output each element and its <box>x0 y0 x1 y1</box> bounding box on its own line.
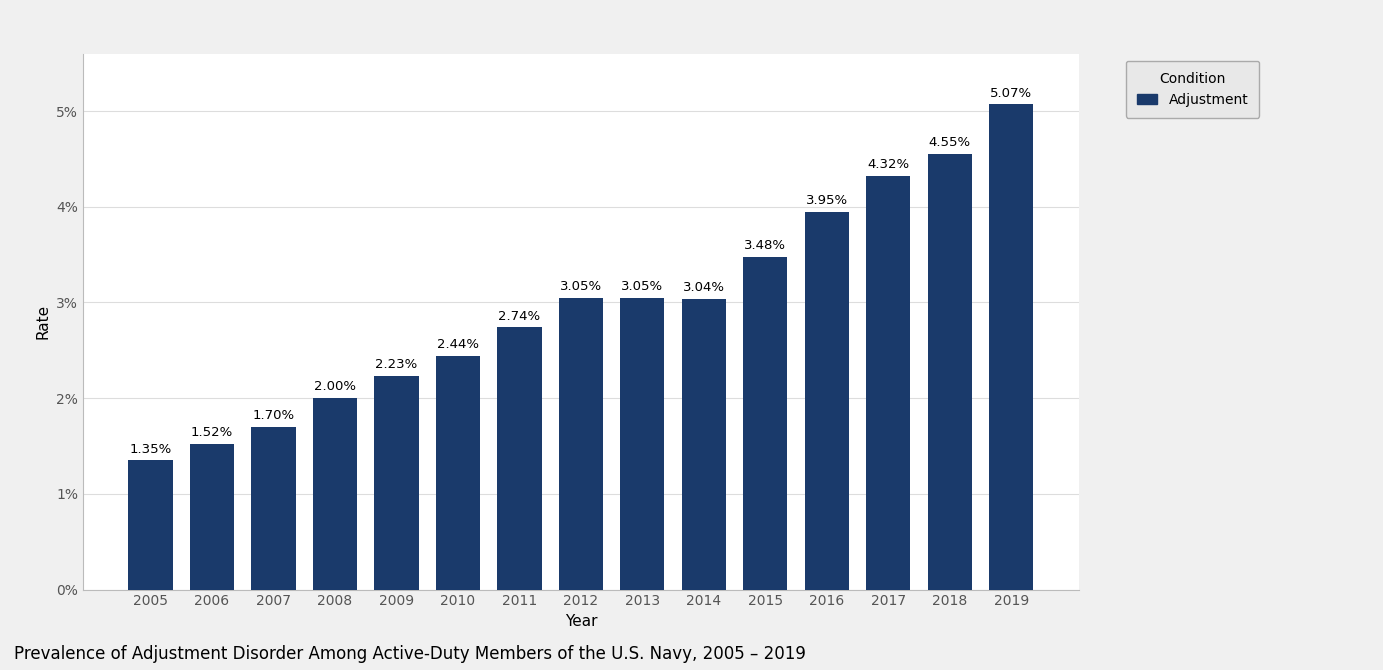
X-axis label: Year: Year <box>564 614 597 629</box>
Bar <box>989 105 1033 590</box>
Bar <box>682 299 726 590</box>
Bar <box>928 154 972 590</box>
Text: 2.23%: 2.23% <box>375 358 418 371</box>
Bar <box>313 398 357 590</box>
Bar <box>129 460 173 590</box>
Bar <box>866 176 910 590</box>
Y-axis label: Rate: Rate <box>36 304 51 339</box>
Bar <box>436 356 480 590</box>
Text: 3.95%: 3.95% <box>806 194 848 207</box>
Text: 4.32%: 4.32% <box>867 158 910 172</box>
Text: 4.55%: 4.55% <box>929 136 971 149</box>
Text: 2.44%: 2.44% <box>437 338 479 351</box>
Text: 2.00%: 2.00% <box>314 381 355 393</box>
Text: 1.52%: 1.52% <box>191 426 232 440</box>
Legend: Adjustment: Adjustment <box>1126 60 1260 118</box>
Bar <box>498 328 542 590</box>
Text: 3.05%: 3.05% <box>621 280 664 293</box>
Text: Prevalence of Adjustment Disorder Among Active-Duty Members of the U.S. Navy, 20: Prevalence of Adjustment Disorder Among … <box>14 645 806 663</box>
Bar <box>252 427 296 590</box>
Text: 1.70%: 1.70% <box>252 409 295 422</box>
Bar <box>189 444 234 590</box>
Bar <box>620 297 664 590</box>
Bar <box>559 297 603 590</box>
Text: 5.07%: 5.07% <box>990 86 1032 100</box>
Bar <box>743 257 787 590</box>
Text: 3.48%: 3.48% <box>744 239 787 252</box>
Bar <box>805 212 849 590</box>
Text: 1.35%: 1.35% <box>129 443 171 456</box>
Text: 2.74%: 2.74% <box>498 310 541 322</box>
Text: 3.05%: 3.05% <box>560 280 602 293</box>
Text: 3.04%: 3.04% <box>683 281 725 294</box>
Bar <box>375 376 419 590</box>
